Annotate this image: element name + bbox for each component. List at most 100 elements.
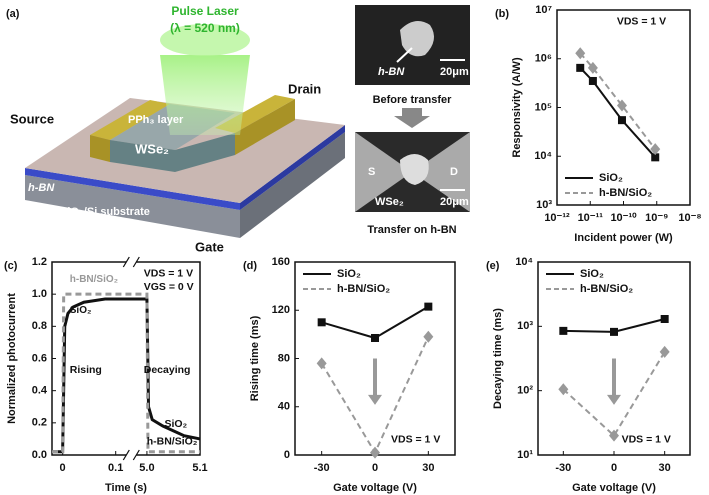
x-tick-label: 10⁻⁸ <box>678 212 701 224</box>
marker <box>610 327 618 336</box>
wavelength-label: (λ = 520 nm) <box>170 21 240 35</box>
legend-label: h-BN/SiO₂ <box>599 187 652 199</box>
y-axis-title: Rising time (ms) <box>249 315 261 401</box>
y-tick-label: 0.6 <box>32 352 47 364</box>
gate-oxide <box>25 168 240 210</box>
panel-label: (e) <box>486 260 500 272</box>
arrow-head <box>607 394 621 405</box>
x-tick-label: -30 <box>314 462 330 474</box>
y-tick-label: 80 <box>278 352 290 364</box>
microscope-images: h-BN 20μm Before transfer S D WSe₂ 20μm … <box>355 5 470 236</box>
pointer <box>396 47 413 63</box>
x-tick-label: 10⁻¹⁰ <box>610 212 637 224</box>
y-tick-label: 10² <box>517 385 533 397</box>
annotation: VDS = 1 V <box>622 433 671 445</box>
y-tick-label: 0.0 <box>32 449 47 461</box>
marker <box>316 357 327 370</box>
laser-beam <box>160 55 250 135</box>
annotation: h-BN/SiO₂ <box>147 435 198 447</box>
y-tick-label: 0.4 <box>32 385 48 397</box>
legend-label: SiO₂ <box>599 172 623 184</box>
y-tick-label: 0 <box>284 449 290 461</box>
marker <box>616 99 627 112</box>
marker <box>651 153 660 162</box>
device-schematic: (a) Pulse Laser (λ = 520 nm) Source Drai… <box>6 4 345 254</box>
y-tick-label: 1.0 <box>32 288 47 300</box>
flake <box>400 21 434 57</box>
y-tick-label: 10¹ <box>517 449 533 461</box>
y-tick-label: 0.2 <box>32 417 47 429</box>
x-tick-label: 0 <box>60 462 66 474</box>
drain-pad-label: D <box>450 166 458 178</box>
y-tick-label: 10⁷ <box>535 4 552 16</box>
x-axis-title: Gate voltage (V) <box>333 482 417 494</box>
panel-label: (c) <box>4 260 18 272</box>
drain-side <box>235 99 295 155</box>
x-tick-label: 0 <box>611 462 617 474</box>
y-axis-title: Decaying time (ms) <box>492 308 504 409</box>
channel-label: WSe₂ <box>135 141 169 156</box>
legend-label: SiO₂ <box>337 268 361 280</box>
scale-label: 20μm <box>440 66 469 78</box>
series-line <box>579 52 657 150</box>
break-mark <box>122 256 130 268</box>
y-tick-label: 40 <box>278 401 290 413</box>
substrate-label: SiO₂/Si substrate <box>60 206 150 218</box>
series-line <box>52 292 200 454</box>
y-tick-label: 160 <box>272 256 290 268</box>
x-axis-title: Time (s) <box>105 482 147 494</box>
x-tick-label: 30 <box>422 462 434 474</box>
series-label: h-BN/SiO₂ <box>70 274 118 285</box>
x-tick-label: 10⁻¹¹ <box>578 212 604 224</box>
panel-label: (d) <box>243 260 257 272</box>
wse2-layer <box>110 133 235 172</box>
laser-label: Pulse Laser <box>171 4 239 18</box>
y-axis-title: Normalized photocurrent <box>6 293 18 424</box>
series-line <box>52 297 201 454</box>
marker <box>659 345 670 358</box>
marker <box>370 446 380 459</box>
series-line <box>562 351 666 438</box>
annotation: VDS = 1 V <box>144 267 193 279</box>
panel-label: (b) <box>495 8 509 20</box>
marker <box>660 315 669 324</box>
x-axis-title: Gate voltage (V) <box>572 482 656 494</box>
x-tick-label: 10⁻¹² <box>544 212 570 224</box>
y-tick-label: 120 <box>272 304 290 316</box>
gate-label: Gate <box>195 239 224 254</box>
annotation: SiO₂ <box>164 418 187 430</box>
x-tick-label: 5.0 <box>139 462 154 474</box>
marker <box>576 63 585 72</box>
break-mark <box>132 256 140 268</box>
source-pad-label: S <box>368 166 375 178</box>
flake <box>400 154 429 185</box>
x-tick-label: 5.1 <box>192 462 207 474</box>
x-tick-label: 30 <box>659 462 671 474</box>
drain-label: Drain <box>288 81 321 96</box>
x-axis-title: Incident power (W) <box>574 232 673 244</box>
substrate-side <box>240 132 345 238</box>
series-label: SiO₂ <box>70 305 92 316</box>
layer-label: PPh₃ layer <box>128 114 184 126</box>
source-pad <box>355 132 412 212</box>
scale-label: 20μm <box>440 196 469 208</box>
panel-label: (a) <box>6 8 20 20</box>
annotation: VDS = 1 V <box>391 433 440 445</box>
x-tick-label: 0 <box>372 462 378 474</box>
image-marker: h-BN <box>378 66 405 78</box>
y-tick-label: 10³ <box>517 320 533 332</box>
laser-spot <box>160 24 250 56</box>
y-tick-label: 10³ <box>536 199 552 211</box>
x-tick-label: 10⁻⁹ <box>645 212 668 224</box>
legend-label: SiO₂ <box>580 268 604 280</box>
series-line <box>579 67 656 159</box>
source-front <box>90 135 110 162</box>
y-tick-label: 10⁶ <box>535 53 552 65</box>
annotation: VGS = 0 V <box>144 281 194 293</box>
annotation: VDS = 1 V <box>617 15 666 27</box>
marker <box>423 330 434 343</box>
legend-label: h-BN/SiO₂ <box>337 283 390 295</box>
image-caption: Before transfer <box>373 94 453 106</box>
arrow-head <box>368 394 382 405</box>
y-tick-label: 10⁴ <box>515 256 533 268</box>
